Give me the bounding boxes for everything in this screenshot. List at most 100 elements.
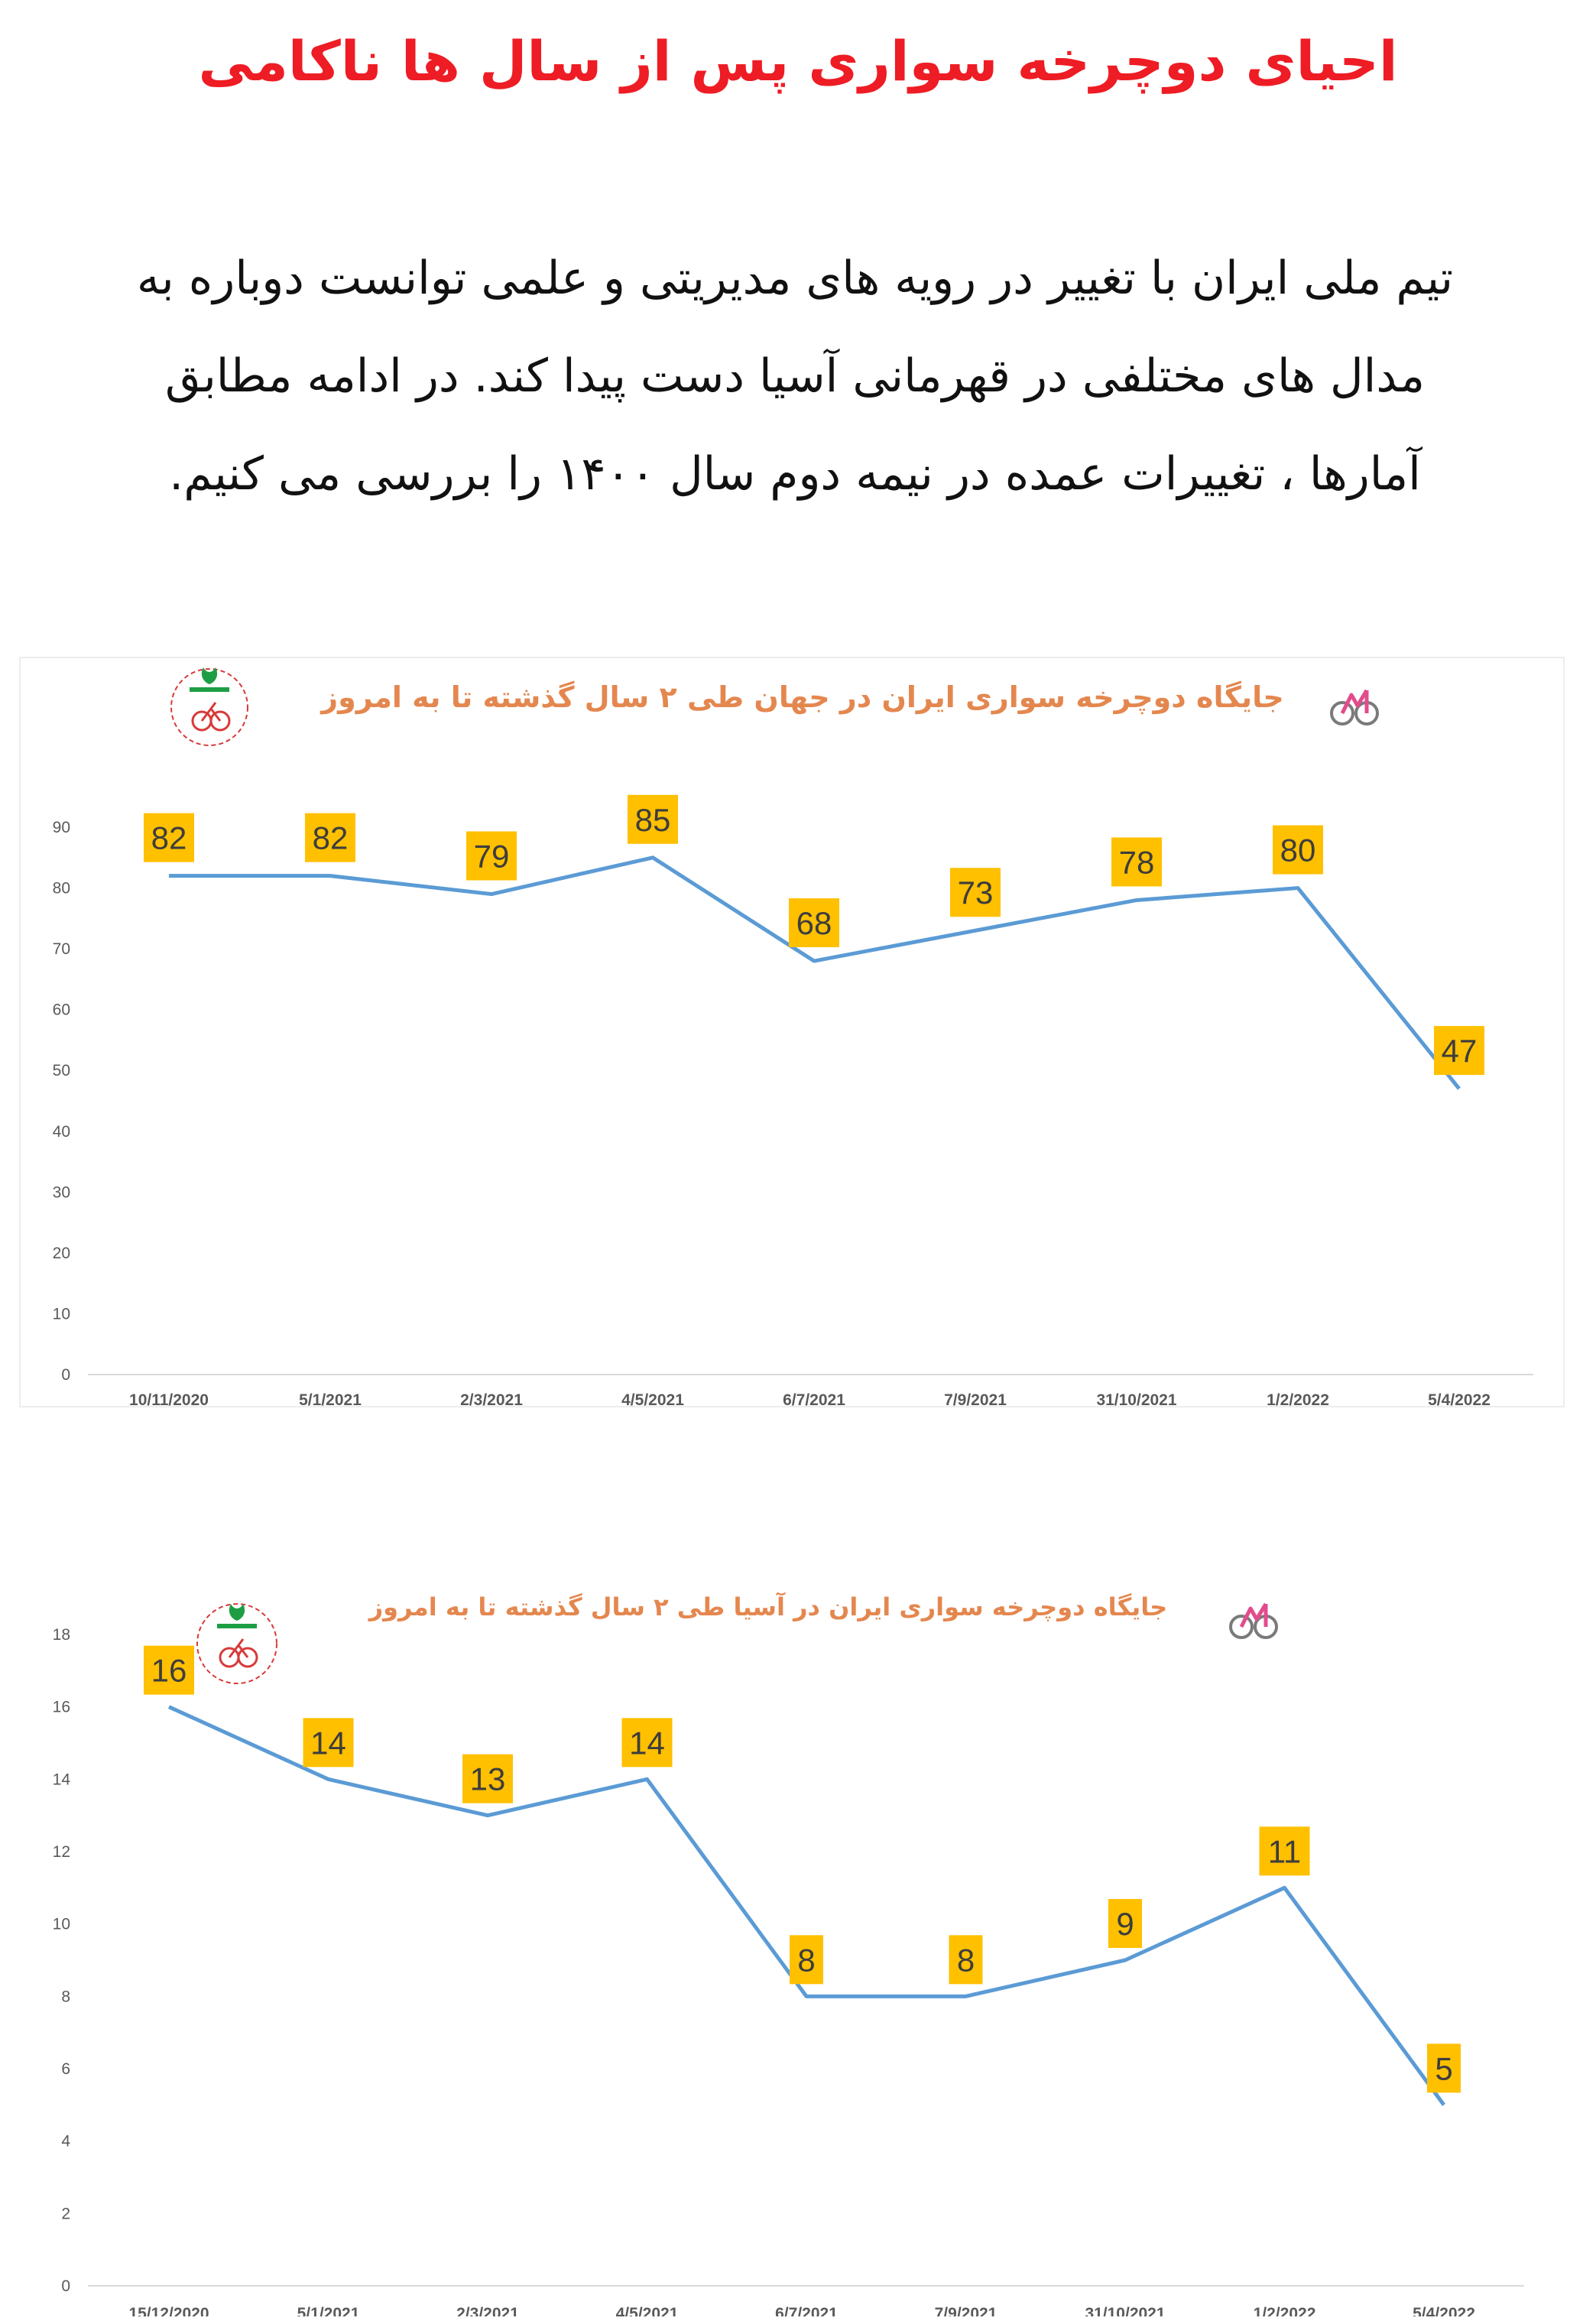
- x-tick-label: 4/5/2021: [616, 2305, 679, 2316]
- data-label-text: 73: [958, 875, 994, 911]
- page-title: احیای دوچرخه سواری پس از سال ها ناکامی: [198, 29, 1398, 93]
- data-label-box: [949, 1935, 983, 1985]
- data-label: 79: [466, 831, 517, 881]
- asia-ranking-chart: جایگاه دوچرخه سواری ایران در آسیا طی ۲ س…: [53, 1592, 1524, 2316]
- chart-marks: 16 14 13 14 8 8 9 11 5: [144, 1645, 1461, 2106]
- y-tick-label: 70: [53, 940, 70, 958]
- data-label: 16: [144, 1645, 194, 1695]
- data-label: 68: [789, 898, 839, 948]
- x-tick-label: 5/4/2022: [1428, 1391, 1491, 1409]
- y-tick-label: 80: [53, 880, 70, 898]
- x-tick-label: 7/9/2021: [935, 2305, 998, 2316]
- y-tick-label: 14: [53, 1771, 71, 1788]
- x-tick-label: 31/10/2021: [1096, 1391, 1176, 1409]
- y-tick-label: 18: [53, 1626, 70, 1644]
- data-label-text: 13: [470, 1761, 506, 1797]
- x-tick-label: 5/1/2021: [297, 2305, 360, 2316]
- data-label-box: [1111, 837, 1162, 887]
- y-tick-label: 2: [61, 2205, 70, 2222]
- world-ranking-chart: جایگاه دوچرخه سواری ایران در جهان طی ۲ س…: [19, 657, 1565, 1409]
- x-tick-label: 10/11/2020: [129, 1391, 209, 1409]
- data-label-box: [790, 1935, 823, 1985]
- y-tick-label: 50: [53, 1062, 70, 1079]
- data-label-box: [144, 1645, 194, 1695]
- data-label-text: 82: [151, 820, 187, 856]
- series-line: [169, 855, 1461, 1090]
- federation-logo-icon: [170, 667, 248, 746]
- data-label: 82: [144, 813, 194, 862]
- chart-frame: [19, 657, 1565, 1407]
- data-label: 85: [628, 794, 678, 844]
- y-tick-label: 20: [53, 1245, 70, 1262]
- data-label-text: 68: [796, 905, 832, 941]
- y-tick-label: 6: [61, 2060, 70, 2078]
- data-label-text: 47: [1442, 1033, 1478, 1069]
- intro-line: آمارها ، تغییرات عمده در نیمه دوم سال ۱۴…: [169, 447, 1421, 501]
- data-label-text: 11: [1268, 1833, 1302, 1869]
- x-tick-label: 4/5/2021: [621, 1391, 684, 1409]
- y-tick-label: 60: [53, 1001, 70, 1019]
- data-label: 78: [1111, 837, 1162, 887]
- data-label: 82: [305, 813, 355, 862]
- y-tick-label: 0: [61, 2277, 70, 2295]
- data-label-text: 85: [635, 802, 671, 838]
- data-label: 8: [790, 1935, 823, 1985]
- x-tick-label: 15/12/2020: [128, 2305, 209, 2316]
- data-label: 14: [303, 1718, 354, 1768]
- x-tick-label: 1/2/2022: [1254, 2305, 1316, 2316]
- data-label-text: 82: [313, 820, 349, 856]
- y-tick-label: 16: [53, 1699, 70, 1716]
- chart-axes: 0 10 20 30 40 50 60 70 80 90 10/11/2020 5/1/2021 2/3…: [53, 819, 1533, 1409]
- y-tick-label: 10: [53, 1305, 70, 1323]
- data-label-text: 16: [151, 1653, 187, 1689]
- chart-marks: 82 82 79 85 68 73 78 80 47: [144, 794, 1484, 1090]
- chart-title: جایگاه دوچرخه سواری ایران در جهان طی ۲ س…: [320, 680, 1284, 715]
- y-tick-label: 4: [61, 2133, 70, 2151]
- data-label: 47: [1434, 1026, 1484, 1076]
- data-label: 80: [1273, 825, 1323, 875]
- data-label-text: 9: [1116, 1906, 1134, 1942]
- data-label: 14: [621, 1718, 673, 1768]
- data-label-box: [305, 813, 355, 862]
- x-tick-label: 31/10/2021: [1085, 2305, 1165, 2316]
- y-tick-label: 10: [53, 1916, 70, 1933]
- data-label-text: 8: [957, 1942, 975, 1978]
- data-label-box: [789, 898, 839, 948]
- data-label: 11: [1259, 1826, 1310, 1876]
- y-tick-label: 8: [61, 1988, 70, 2005]
- data-label: 9: [1108, 1899, 1142, 1948]
- data-label-text: 14: [629, 1725, 665, 1761]
- data-label-box: [462, 1754, 513, 1803]
- series-line: [167, 1705, 1446, 2106]
- federation-logo-icon: [196, 1603, 277, 1684]
- x-tick-label: 2/3/2021: [460, 1391, 523, 1409]
- data-label-text: 8: [797, 1942, 815, 1978]
- y-tick-label: 0: [61, 1366, 70, 1384]
- data-label: 13: [462, 1754, 513, 1803]
- chart-title: جایگاه دوچرخه سواری ایران در آسیا طی ۲ س…: [368, 1592, 1168, 1621]
- x-tick-label: 2/3/2021: [456, 2305, 519, 2316]
- x-tick-label: 1/2/2022: [1267, 1391, 1329, 1409]
- data-label-text: 5: [1435, 2050, 1452, 2086]
- data-label: 5: [1427, 2043, 1461, 2093]
- data-label-box: [1259, 1826, 1310, 1876]
- x-tick-label: 6/7/2021: [783, 1391, 845, 1409]
- data-label-box: [144, 813, 194, 862]
- data-label-box: [1427, 2043, 1461, 2093]
- y-tick-label: 30: [53, 1183, 70, 1201]
- data-label: 73: [950, 868, 1001, 917]
- intro-paragraph: تیم ملی ایران با تغییر در رویه های مدیری…: [31, 229, 1559, 523]
- y-tick-label: 40: [53, 1123, 70, 1141]
- data-label-text: 14: [310, 1725, 346, 1761]
- data-label-box: [1273, 825, 1323, 875]
- data-label-box: [1434, 1026, 1484, 1076]
- intro-line: مدال های مختلفی در قهرمانی آسیا دست پیدا…: [165, 349, 1425, 403]
- x-tick-label: 7/9/2021: [944, 1391, 1007, 1409]
- intro-line: تیم ملی ایران با تغییر در رویه های مدیری…: [136, 252, 1454, 305]
- data-label-text: 78: [1119, 844, 1155, 880]
- y-tick-label: 12: [53, 1843, 70, 1861]
- x-tick-label: 5/1/2021: [299, 1391, 362, 1409]
- data-label-box: [303, 1718, 354, 1768]
- data-label-box: [628, 794, 678, 844]
- data-label-text: 80: [1280, 833, 1316, 868]
